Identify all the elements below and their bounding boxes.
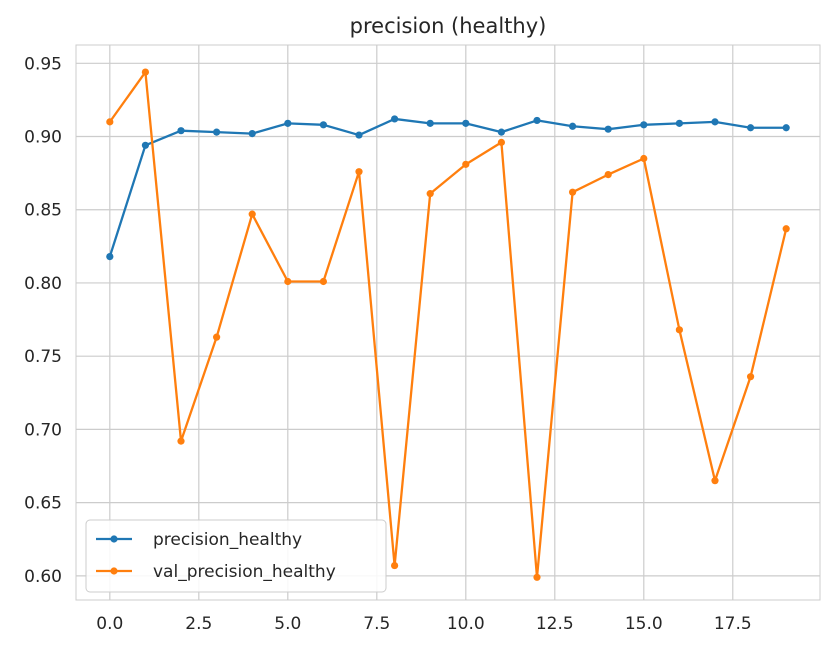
tick-labels: 0.0 2.5 5.0 7.5 10.0 12.5 15.0 17.5 0.60 0.65 0.70… bbox=[24, 54, 752, 634]
data-point bbox=[711, 477, 719, 485]
legend-label: precision_healthy bbox=[153, 530, 302, 550]
data-point bbox=[462, 119, 470, 127]
data-point bbox=[355, 168, 363, 176]
data-point bbox=[106, 253, 114, 261]
data-point bbox=[497, 128, 505, 136]
x-tick-label: 15.0 bbox=[625, 614, 663, 634]
x-tick-label: 17.5 bbox=[714, 614, 752, 634]
data-point bbox=[355, 131, 363, 139]
y-tick-label: 0.95 bbox=[24, 54, 62, 74]
data-point bbox=[533, 573, 541, 581]
data-point bbox=[213, 333, 221, 341]
data-point bbox=[675, 119, 683, 127]
data-point bbox=[675, 326, 683, 334]
data-point bbox=[746, 373, 755, 381]
data-point bbox=[248, 129, 256, 138]
data-point bbox=[319, 277, 328, 286]
y-tick-label: 0.70 bbox=[24, 420, 62, 440]
data-point bbox=[426, 190, 434, 198]
data-point bbox=[177, 127, 185, 135]
data-point bbox=[106, 118, 114, 126]
data-point bbox=[391, 561, 399, 570]
data-point bbox=[177, 437, 185, 445]
x-tick-label: 2.5 bbox=[185, 614, 212, 634]
y-tick-label: 0.80 bbox=[24, 274, 62, 294]
data-point bbox=[284, 277, 292, 286]
data-point bbox=[746, 124, 755, 132]
data-point bbox=[604, 125, 612, 133]
data-point bbox=[568, 122, 577, 130]
series-val_precision_healthy bbox=[106, 68, 790, 581]
legend-marker bbox=[110, 535, 118, 543]
legend-item: val_precision_healthy bbox=[96, 562, 336, 582]
legend-item: precision_healthy bbox=[96, 530, 302, 550]
plot-area bbox=[75, 44, 821, 601]
series-layer bbox=[106, 68, 790, 581]
y-tick-label: 0.85 bbox=[24, 201, 62, 221]
legend-box bbox=[85, 519, 387, 593]
y-tick-label: 0.75 bbox=[24, 347, 62, 367]
data-point bbox=[391, 115, 399, 123]
data-point bbox=[284, 119, 292, 127]
data-point bbox=[497, 138, 505, 146]
data-point bbox=[711, 118, 719, 126]
y-tick-label: 0.60 bbox=[24, 567, 62, 587]
series-line bbox=[108, 70, 788, 579]
x-tick-label: 7.5 bbox=[363, 614, 390, 634]
data-point bbox=[782, 225, 790, 233]
data-point bbox=[782, 124, 790, 132]
data-point bbox=[640, 121, 648, 129]
x-tick-label: 12.5 bbox=[536, 614, 574, 634]
data-point bbox=[533, 116, 541, 125]
data-point bbox=[426, 119, 434, 127]
legend-label: val_precision_healthy bbox=[153, 562, 336, 582]
data-point bbox=[568, 188, 577, 196]
y-tick-label: 0.90 bbox=[24, 128, 62, 148]
data-point bbox=[462, 160, 470, 168]
series-precision_healthy bbox=[106, 115, 790, 261]
data-point bbox=[319, 121, 328, 129]
x-tick-label: 10.0 bbox=[447, 614, 485, 634]
data-point bbox=[640, 154, 648, 163]
y-tick-label: 0.65 bbox=[24, 494, 62, 514]
x-tick-label: 0.0 bbox=[96, 614, 123, 634]
data-point bbox=[213, 128, 221, 136]
legend: precision_healthy val_precision_healthy bbox=[85, 519, 387, 593]
data-point bbox=[141, 141, 150, 149]
legend-marker bbox=[110, 567, 118, 575]
data-point bbox=[604, 170, 612, 179]
data-point bbox=[248, 210, 256, 218]
chart-title: precision (healthy) bbox=[350, 14, 547, 38]
x-tick-label: 5.0 bbox=[274, 614, 301, 634]
series-line bbox=[108, 117, 787, 257]
data-point bbox=[141, 68, 150, 76]
